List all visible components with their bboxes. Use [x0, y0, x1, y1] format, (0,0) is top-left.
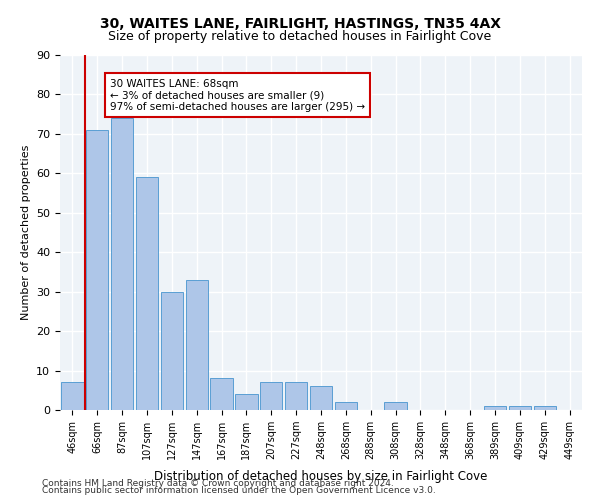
Bar [136, 178, 158, 410]
Text: Size of property relative to detached houses in Fairlight Cove: Size of property relative to detached ho… [109, 30, 491, 43]
Text: 30, WAITES LANE, FAIRLIGHT, HASTINGS, TN35 4AX: 30, WAITES LANE, FAIRLIGHT, HASTINGS, TN… [100, 18, 500, 32]
Y-axis label: Number of detached properties: Number of detached properties [20, 145, 31, 320]
Text: 30 WAITES LANE: 68sqm
← 3% of detached houses are smaller (9)
97% of semi-detach: 30 WAITES LANE: 68sqm ← 3% of detached h… [110, 78, 365, 112]
Text: Contains public sector information licensed under the Open Government Licence v3: Contains public sector information licen… [42, 486, 436, 495]
X-axis label: Distribution of detached houses by size in Fairlight Cove: Distribution of detached houses by size … [154, 470, 488, 484]
Text: Contains HM Land Registry data © Crown copyright and database right 2024.: Contains HM Land Registry data © Crown c… [42, 478, 394, 488]
Bar [285, 382, 307, 410]
Bar [385, 402, 407, 410]
Bar [533, 406, 556, 410]
Bar [185, 280, 208, 410]
Bar [86, 130, 109, 410]
Bar [235, 394, 257, 410]
Bar [260, 382, 283, 410]
Bar [211, 378, 233, 410]
Bar [61, 382, 83, 410]
Bar [310, 386, 332, 410]
Bar [509, 406, 531, 410]
Bar [161, 292, 183, 410]
Bar [484, 406, 506, 410]
Bar [335, 402, 357, 410]
Bar [111, 118, 133, 410]
